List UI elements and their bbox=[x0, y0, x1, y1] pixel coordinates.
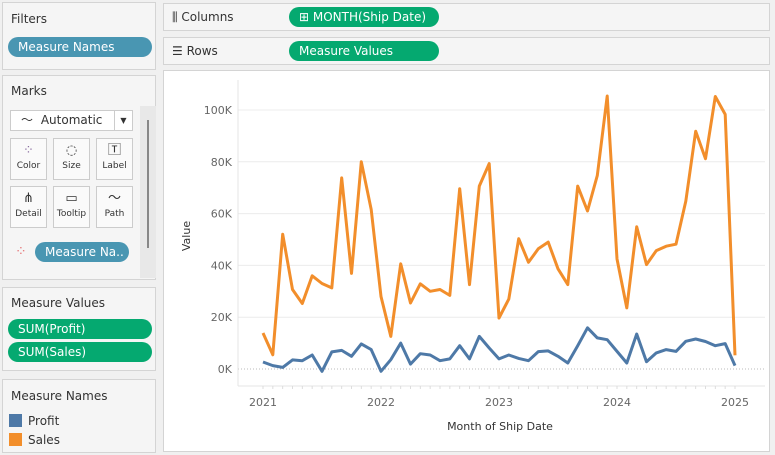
columns-label-text: Columns bbox=[181, 10, 234, 24]
marks-color-label: Color bbox=[16, 161, 41, 171]
y-axis-title: Value bbox=[180, 221, 193, 251]
marks-title: Marks bbox=[11, 84, 47, 98]
series-line-sales[interactable] bbox=[261, 94, 737, 357]
expand-plus-icon: ⊞ bbox=[299, 10, 313, 24]
marks-label-button[interactable]: 🅃 Label bbox=[96, 138, 133, 180]
chevron-down-icon: ▼ bbox=[114, 111, 132, 130]
measure-values-card: Measure Values SUM(Profit) SUM(Sales) bbox=[2, 287, 156, 371]
y-tick-label: 20K bbox=[211, 311, 233, 324]
rows-icon: ☰ bbox=[172, 44, 187, 58]
columns-label: ⫼ Columns bbox=[172, 10, 234, 25]
marks-tooltip-label: Tooltip bbox=[56, 209, 87, 219]
legend-item-profit[interactable]: Profit bbox=[9, 414, 59, 428]
rows-pill[interactable]: Measure Values bbox=[289, 41, 439, 61]
columns-shelf[interactable]: ⫼ Columns ⊞ MONTH(Ship Date) bbox=[163, 3, 770, 31]
columns-pill[interactable]: ⊞ MONTH(Ship Date) bbox=[289, 7, 439, 27]
measure-names-legend: Measure Names Profit Sales bbox=[2, 379, 156, 453]
marks-color-button[interactable]: ⁘ Color bbox=[10, 138, 47, 180]
series-line-profit[interactable] bbox=[262, 326, 737, 373]
x-tick-label: 2023 bbox=[485, 396, 513, 409]
marks-size-label: Size bbox=[62, 161, 81, 171]
marks-detail-label: Detail bbox=[15, 209, 42, 219]
mark-type-dropdown[interactable]: 〜 Automatic ▼ bbox=[10, 110, 133, 131]
chart-panel: 0K 20K 40K 60K 80K 100K 2021 2022 2023 2024 2025 V… bbox=[163, 70, 770, 452]
y-tick-label: 100K bbox=[204, 104, 233, 117]
tooltip-bubble-icon: ▭ bbox=[65, 191, 78, 206]
rows-shelf[interactable]: ☰ Rows Measure Values bbox=[163, 37, 770, 65]
y-tick-label: 0K bbox=[218, 363, 233, 376]
measure-values-title: Measure Values bbox=[11, 296, 106, 310]
legend-item-sales[interactable]: Sales bbox=[9, 433, 60, 447]
legend-label: Profit bbox=[28, 414, 60, 428]
path-line-icon: 〜 bbox=[107, 191, 121, 206]
color-dots-icon: ⁘ bbox=[23, 143, 34, 158]
mark-type-value: Automatic bbox=[40, 113, 103, 127]
measure-pill-profit[interactable]: SUM(Profit) bbox=[8, 319, 152, 339]
x-tick-label: 2024 bbox=[603, 396, 631, 409]
legend-swatch bbox=[9, 433, 22, 446]
marks-label-label: Label bbox=[102, 161, 127, 171]
legend-swatch bbox=[9, 414, 22, 427]
rows-label: ☰ Rows bbox=[172, 44, 218, 58]
label-T-icon: 🅃 bbox=[107, 143, 121, 158]
legend-label: Sales bbox=[28, 433, 60, 447]
rows-label-text: Rows bbox=[186, 44, 218, 58]
marks-scrollbar[interactable] bbox=[140, 106, 156, 278]
size-icon: ◌ bbox=[65, 143, 78, 158]
columns-pill-text: MONTH(Ship Date) bbox=[312, 10, 427, 24]
columns-icon: ⫼ bbox=[172, 10, 182, 24]
x-tick-label: 2022 bbox=[367, 396, 395, 409]
x-tick-label: 2025 bbox=[721, 396, 749, 409]
x-tick-label: 2021 bbox=[249, 396, 277, 409]
line-chart-icon: 〜 bbox=[21, 113, 34, 127]
x-axis-title: Month of Ship Date bbox=[447, 420, 553, 433]
marks-color-pill[interactable]: Measure Na.. bbox=[35, 242, 129, 262]
marks-detail-button[interactable]: ⋔ Detail bbox=[10, 186, 47, 228]
line-chart: 0K 20K 40K 60K 80K 100K 2021 2022 2023 2024 2025 V… bbox=[180, 80, 765, 433]
y-tick-label: 40K bbox=[211, 259, 233, 272]
marks-tooltip-button[interactable]: ▭ Tooltip bbox=[53, 186, 90, 228]
marks-card: Marks 〜 Automatic ▼ ⁘ Color ◌ Size 🅃 Label … bbox=[2, 75, 156, 280]
marks-path-label: Path bbox=[104, 209, 125, 219]
filter-pill-measure-names[interactable]: Measure Names bbox=[8, 37, 152, 57]
legend-title: Measure Names bbox=[11, 389, 108, 403]
filters-title: Filters bbox=[11, 12, 47, 26]
filters-card: Filters Measure Names bbox=[2, 2, 156, 70]
marks-size-button[interactable]: ◌ Size bbox=[53, 138, 90, 180]
y-tick-label: 80K bbox=[211, 156, 233, 169]
color-dots-icon: ⁘ bbox=[15, 244, 27, 260]
y-tick-label: 60K bbox=[211, 208, 233, 221]
detail-tree-icon: ⋔ bbox=[23, 191, 34, 206]
marks-path-button[interactable]: 〜 Path bbox=[96, 186, 133, 228]
measure-pill-sales[interactable]: SUM(Sales) bbox=[8, 342, 152, 362]
